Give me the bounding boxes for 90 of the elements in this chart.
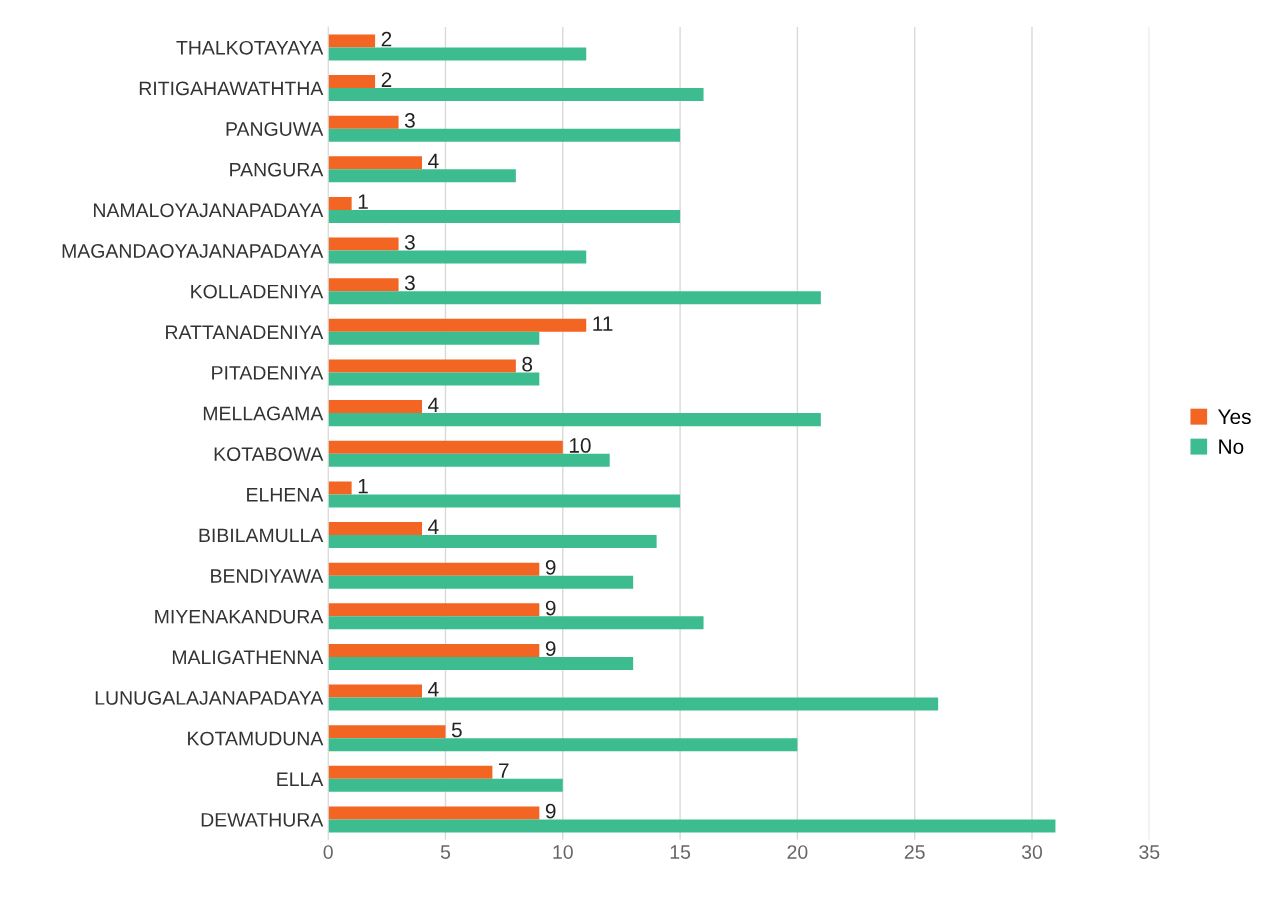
data-label: 4: [428, 682, 439, 697]
bar: [328, 535, 657, 549]
bar: [328, 440, 563, 454]
data-label: 3: [404, 234, 415, 250]
bar: [328, 494, 681, 508]
x-tick-label: 35: [1139, 845, 1160, 859]
bar: [328, 562, 540, 576]
data-label: 1: [358, 478, 368, 494]
y-tick-label: BIBILAMULLA: [199, 528, 324, 543]
bar: [328, 237, 399, 251]
data-label: 9: [545, 803, 556, 819]
bar: [328, 684, 423, 698]
x-tick-label: 30: [1021, 845, 1043, 859]
x-tick-label: 10: [553, 845, 573, 859]
bar: [328, 278, 399, 292]
bar: [328, 88, 704, 102]
bar: [328, 75, 376, 89]
bar: [328, 372, 540, 386]
y-tick-label: KOTAMUDUNA: [188, 731, 324, 746]
y-tick-label: DEWATHURA: [201, 813, 324, 827]
data-label: 9: [545, 560, 556, 575]
data-label: 8: [522, 356, 533, 372]
x-tick-label: 5: [440, 845, 451, 859]
y-tick-label: RATTANADENIYA: [166, 325, 324, 339]
data-label: 3: [404, 113, 415, 128]
bar: [328, 196, 352, 210]
y-tick-label: MIYENAKANDURA: [155, 609, 324, 624]
bar: [328, 156, 423, 170]
data-label: 4: [428, 397, 439, 413]
data-label: 11: [593, 316, 613, 331]
y-tick-label: ELLA: [277, 772, 324, 786]
bar: [328, 331, 540, 345]
data-label: 4: [428, 519, 439, 534]
x-tick-label: 25: [904, 845, 925, 859]
bar: [328, 806, 540, 820]
bar: [328, 819, 1056, 833]
bar: [328, 250, 587, 264]
bar: [328, 34, 376, 48]
bar: [328, 400, 423, 414]
y-tick-label: LUNUGALAJANAPADAYA: [95, 691, 324, 705]
data-label: 9: [545, 600, 556, 616]
x-tick-label: 20: [787, 845, 808, 859]
data-label: 10: [569, 438, 591, 453]
bar: [328, 209, 681, 223]
y-tick-label: KOLLADENIYA: [191, 284, 324, 299]
y-tick-label: KOTABOWA: [214, 447, 324, 461]
y-tick-label: BENDIYAWA: [211, 569, 324, 583]
data-label: 1: [358, 194, 368, 209]
y-tick-label: MAGANDAOYAJANAPADAYA: [62, 244, 324, 258]
bar: [328, 656, 634, 670]
data-label: 2: [381, 72, 392, 87]
bar: [328, 616, 704, 630]
bar: [328, 643, 540, 657]
legend-label: No: [1219, 439, 1244, 455]
bar: [328, 481, 352, 495]
bar: [328, 778, 563, 792]
bar: [328, 522, 423, 536]
bar: [328, 128, 681, 142]
bar: [328, 738, 798, 752]
data-label: 5: [451, 722, 462, 738]
y-tick-label: PANGURA: [230, 162, 324, 177]
bar: [328, 291, 821, 305]
y-tick-label: MALIGATHENNA: [172, 650, 324, 665]
data-label: 4: [428, 153, 439, 169]
bar: [328, 115, 399, 129]
x-tick-label: 0: [323, 845, 333, 859]
bar: [328, 47, 587, 61]
legend-label: Yes: [1218, 409, 1251, 425]
x-tick-label: 15: [670, 845, 691, 859]
bar: [328, 453, 610, 467]
y-tick-label: RITIGAHAWATHTHA: [139, 81, 324, 96]
bar: [328, 575, 634, 589]
y-tick-label: NAMALOYAJANAPADAYA: [94, 203, 324, 218]
bar: [328, 318, 587, 332]
bar: [328, 697, 939, 711]
bar: [328, 169, 516, 183]
bar: [328, 603, 540, 617]
bar: [328, 413, 821, 427]
y-tick-label: MELLAGAMA: [203, 406, 324, 421]
y-tick-label: PANGUWA: [226, 122, 324, 136]
y-tick-label: PITADENIYA: [212, 366, 324, 380]
y-tick-label: ELHENA: [247, 488, 324, 502]
data-label: 2: [381, 31, 392, 47]
bar: [328, 725, 446, 739]
bar: [328, 765, 493, 779]
bar: [328, 359, 516, 373]
y-tick-label: THALKOTAYAYA: [176, 40, 324, 55]
data-label: 3: [404, 275, 415, 291]
data-label: 7: [499, 763, 509, 778]
data-label: 9: [545, 641, 556, 657]
